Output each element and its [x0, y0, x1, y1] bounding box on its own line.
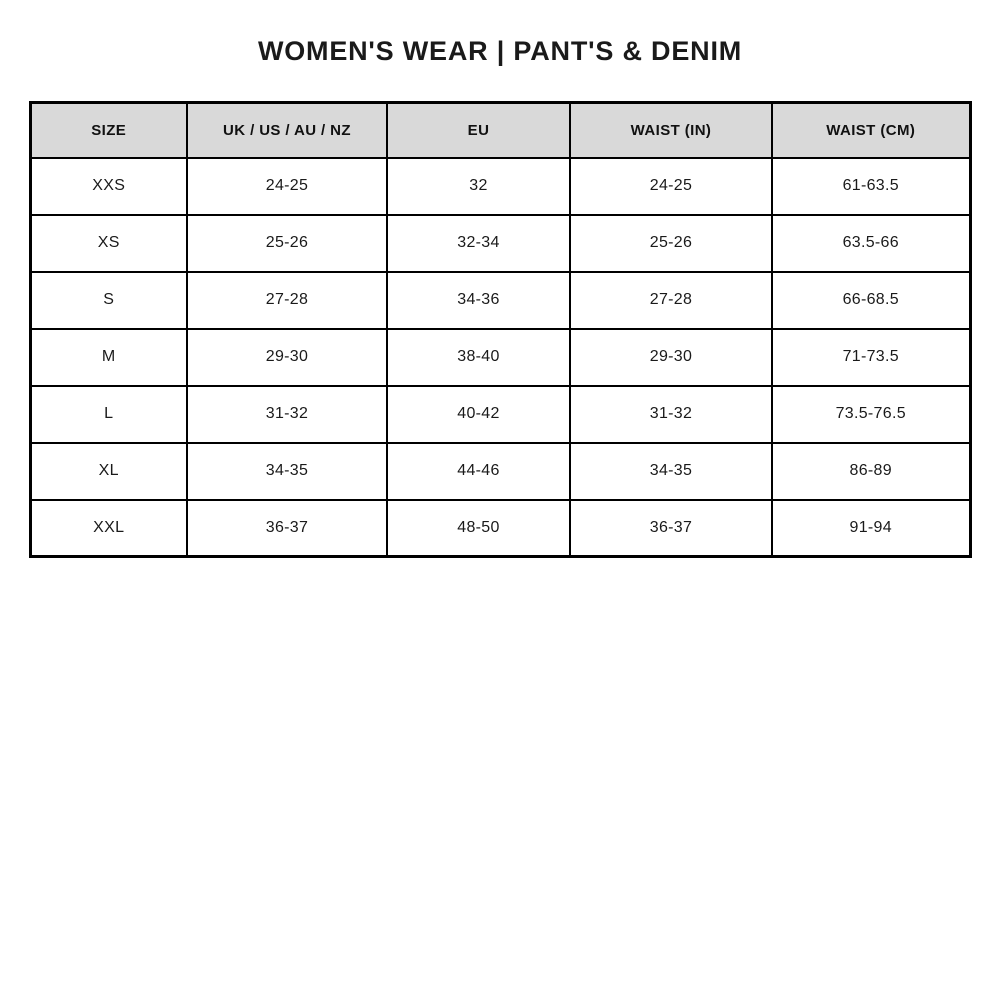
column-header-eu: EU	[386, 101, 571, 159]
waist-cm-cell: 73.5-76.5	[771, 384, 971, 444]
page-title: WOMEN'S WEAR | PANT'S & DENIM	[257, 36, 743, 66]
eu-cell: 38-40	[386, 327, 571, 387]
size-cell: S	[29, 270, 188, 330]
uk-cell: 31-32	[186, 384, 388, 444]
uk-cell: 36-37	[186, 498, 388, 558]
size-cell: XXL	[29, 498, 188, 558]
table-row: XS 25-26 32-34 25-26 63.5-66	[29, 213, 971, 273]
eu-cell: 34-36	[386, 270, 571, 330]
table-row: XL 34-35 44-46 34-35 86-89	[29, 441, 971, 501]
waist-in-cell: 36-37	[569, 498, 773, 558]
size-cell: L	[29, 384, 188, 444]
table-row: XXL 36-37 48-50 36-37 91-94	[29, 498, 971, 558]
waist-cm-cell: 61-63.5	[771, 156, 971, 216]
table-row: S 27-28 34-36 27-28 66-68.5	[29, 270, 971, 330]
waist-in-cell: 31-32	[569, 384, 773, 444]
size-chart-table: SIZE UK / US / AU / NZ EU WAIST (IN) WAI…	[28, 101, 972, 558]
uk-cell: 34-35	[186, 441, 388, 501]
waist-in-cell: 24-25	[569, 156, 773, 216]
table-row: L 31-32 40-42 31-32 73.5-76.5	[29, 384, 971, 444]
eu-cell: 32-34	[386, 213, 571, 273]
eu-cell: 48-50	[386, 498, 571, 558]
waist-in-cell: 27-28	[569, 270, 773, 330]
waist-in-cell: 29-30	[569, 327, 773, 387]
eu-cell: 44-46	[386, 441, 571, 501]
waist-in-cell: 34-35	[569, 441, 773, 501]
eu-cell: 40-42	[386, 384, 571, 444]
waist-cm-cell: 71-73.5	[771, 327, 971, 387]
uk-cell: 29-30	[186, 327, 388, 387]
waist-cm-cell: 91-94	[771, 498, 971, 558]
table-row: M 29-30 38-40 29-30 71-73.5	[29, 327, 971, 387]
waist-in-cell: 25-26	[569, 213, 773, 273]
waist-cm-cell: 63.5-66	[771, 213, 971, 273]
uk-cell: 27-28	[186, 270, 388, 330]
uk-cell: 24-25	[186, 156, 388, 216]
column-header-uk-us-au-nz: UK / US / AU / NZ	[186, 101, 388, 159]
waist-cm-cell: 86-89	[771, 441, 971, 501]
size-cell: XS	[29, 213, 188, 273]
eu-cell: 32	[386, 156, 571, 216]
waist-cm-cell: 66-68.5	[771, 270, 971, 330]
size-cell: XXS	[29, 156, 188, 216]
table-header-row: SIZE UK / US / AU / NZ EU WAIST (IN) WAI…	[29, 101, 971, 159]
column-header-size: SIZE	[29, 101, 188, 159]
size-cell: XL	[29, 441, 188, 501]
column-header-waist-in: WAIST (IN)	[569, 101, 773, 159]
column-header-waist-cm: WAIST (CM)	[771, 101, 971, 159]
uk-cell: 25-26	[186, 213, 388, 273]
size-cell: M	[29, 327, 188, 387]
table-row: XXS 24-25 32 24-25 61-63.5	[29, 156, 971, 216]
